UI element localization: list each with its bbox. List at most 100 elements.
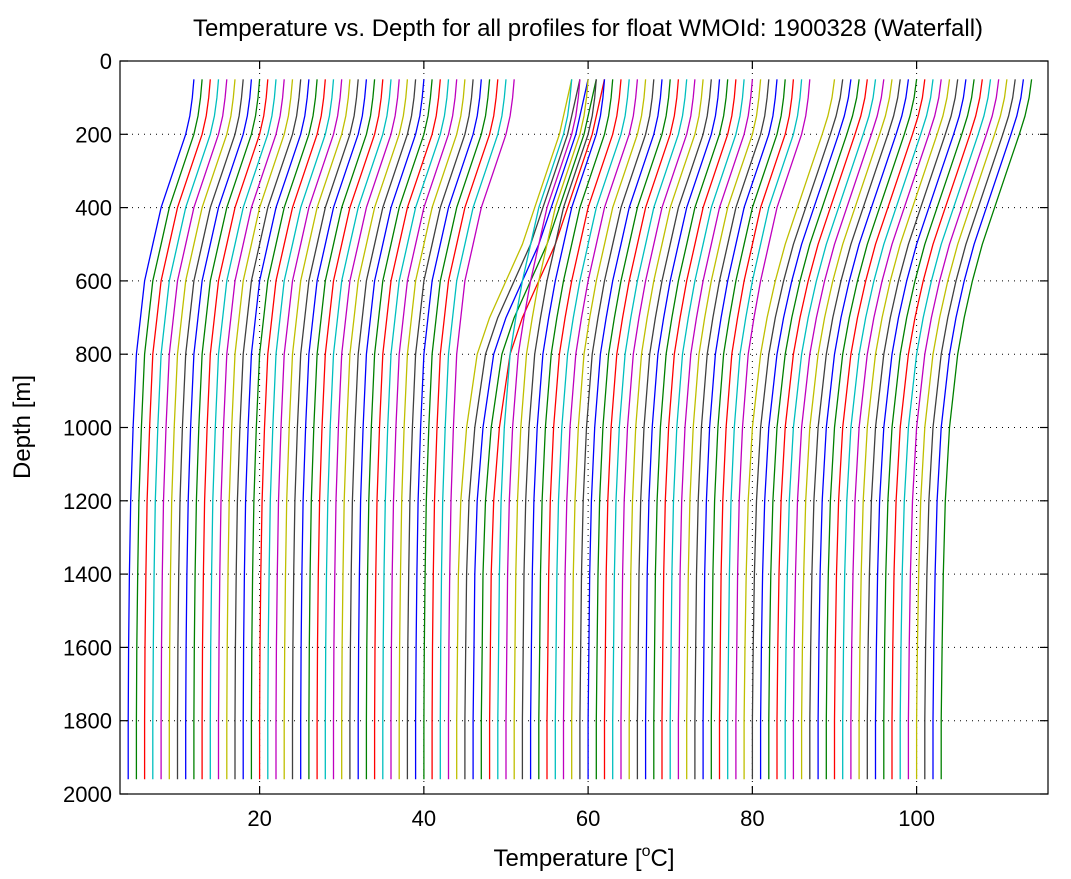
profile-line-82 (792, 79, 885, 780)
profile-line-12 (217, 79, 285, 780)
y-tick-label: 1400 (63, 562, 112, 587)
profile-line-25 (324, 79, 392, 780)
profile-line-70 (694, 79, 770, 780)
profile-line-65 (653, 79, 729, 780)
y-tick-label: 0 (100, 49, 112, 74)
profile-line-6 (168, 79, 236, 780)
x-tick-label: 20 (247, 806, 271, 831)
profile-line-16 (250, 79, 318, 780)
profile-line-62 (628, 79, 704, 780)
profile-line-73 (718, 79, 795, 780)
profile-line-19 (275, 79, 343, 780)
profile-line-3 (143, 79, 211, 780)
profile-line-24 (316, 79, 384, 780)
profile-line-76 (743, 79, 836, 780)
profile-line-37 (423, 79, 491, 780)
profile-line-56 (579, 79, 655, 780)
profile-line-98 (924, 79, 1016, 780)
profile-line-71 (702, 79, 778, 780)
plot-area (127, 79, 1033, 780)
profile-line-85 (817, 79, 910, 780)
profile-line-64 (644, 79, 721, 780)
profile-line-69 (686, 79, 762, 780)
x-tick-label: 60 (576, 806, 600, 831)
profile-line-29 (357, 79, 425, 780)
profile-line-97 (915, 79, 1008, 780)
profile-line-80 (776, 79, 868, 780)
profile-line-58 (595, 79, 671, 780)
profile-line-72 (710, 79, 786, 780)
y-tick-label: 200 (75, 122, 112, 147)
profile-line-88 (842, 79, 934, 780)
profile-line-2 (135, 79, 203, 780)
profile-line-13 (226, 79, 294, 780)
profile-line-40 (447, 79, 515, 780)
profile-line-9 (193, 79, 261, 780)
profile-line-79 (768, 79, 860, 780)
profile-line-45 (488, 79, 606, 780)
profile-line-15 (242, 79, 310, 780)
profile-line-68 (677, 79, 754, 780)
x-tick-label: 40 (412, 806, 436, 831)
profile-line-46 (497, 79, 573, 780)
profile-line-74 (727, 79, 803, 780)
profile-line-26 (332, 79, 400, 780)
profile-line-63 (636, 79, 712, 780)
y-tick-label: 1000 (63, 416, 112, 441)
profile-line-33 (390, 79, 458, 780)
profile-line-90 (858, 79, 951, 780)
y-tick-label: 1200 (63, 489, 112, 514)
profile-line-87 (833, 79, 926, 780)
y-axis-label: Depth [m] (9, 375, 36, 479)
y-tick-label: 400 (75, 196, 112, 221)
profile-line-89 (850, 79, 942, 780)
profile-line-84 (809, 79, 901, 780)
profile-line-66 (661, 79, 737, 780)
profile-line-61 (620, 79, 696, 780)
x-tick-label: 80 (740, 806, 764, 831)
profile-line-51 (538, 79, 614, 780)
chart-title: Temperature vs. Depth for all profiles f… (193, 15, 983, 42)
y-tick-label: 2000 (63, 782, 112, 807)
profile-line-48 (513, 79, 589, 780)
profile-line-30 (365, 79, 433, 780)
profile-line-77 (751, 79, 844, 780)
profile-line-11 (209, 79, 277, 780)
profile-line-28 (349, 79, 417, 780)
profile-line-41 (456, 79, 573, 780)
profile-line-91 (866, 79, 959, 780)
profile-line-78 (759, 79, 852, 780)
profile-line-17 (258, 79, 326, 780)
profile-line-27 (341, 79, 409, 780)
x-axis-label: Temperature [oC] (494, 843, 675, 872)
profile-line-10 (201, 79, 269, 780)
profile-line-67 (669, 79, 745, 780)
profile-line-31 (373, 79, 441, 780)
profile-line-14 (234, 79, 302, 780)
profile-line-42 (464, 79, 581, 780)
profile-line-57 (587, 79, 663, 780)
x-tick-label: 100 (898, 806, 935, 831)
profile-line-5 (160, 79, 228, 780)
profile-line-34 (398, 79, 466, 780)
profile-line-59 (603, 79, 680, 780)
profile-line-50 (529, 79, 606, 780)
profile-line-94 (891, 79, 983, 780)
profile-line-52 (546, 79, 622, 780)
profile-line-22 (300, 79, 368, 780)
y-tick-label: 1600 (63, 635, 112, 660)
x-axis-label-main: Temperature [ (494, 845, 642, 872)
profile-line-32 (382, 79, 450, 780)
y-tick-label: 600 (75, 269, 112, 294)
profile-line-38 (431, 79, 499, 780)
profile-line-1 (127, 79, 195, 780)
profile-line-23 (308, 79, 376, 780)
profile-line-100 (940, 79, 1033, 780)
profile-line-81 (784, 79, 877, 780)
profile-line-35 (406, 79, 474, 780)
profile-line-60 (612, 79, 688, 780)
profile-line-18 (267, 79, 335, 780)
profile-line-36 (414, 79, 482, 780)
x-axis-label-unit: C] (650, 845, 674, 872)
